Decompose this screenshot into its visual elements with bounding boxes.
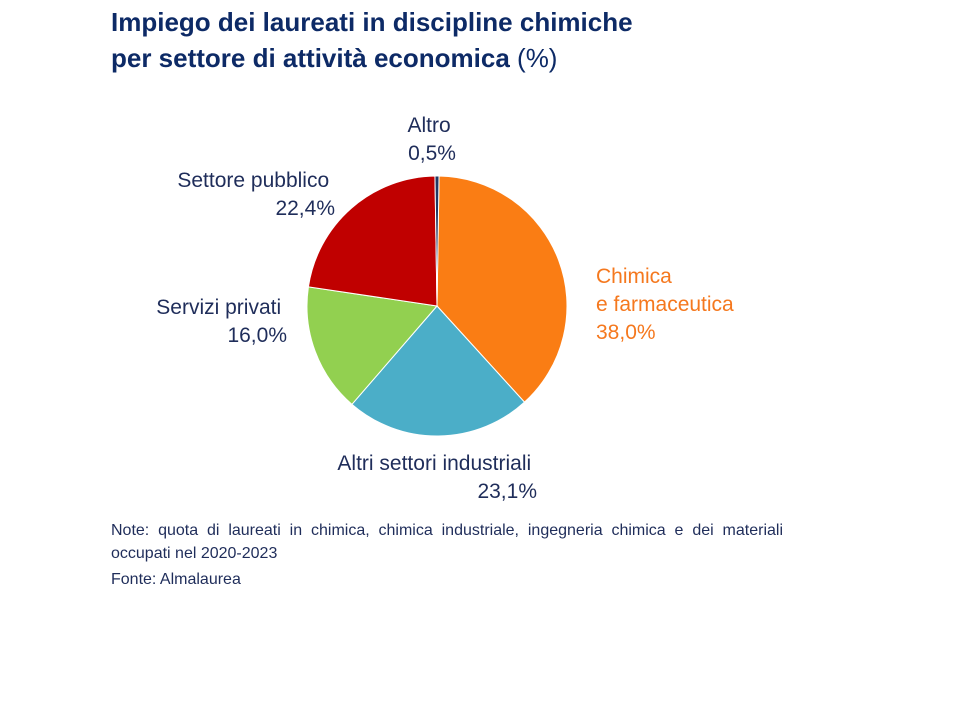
slice-value-chimica: 38,0% (596, 321, 656, 344)
slice-label-settore-pubblico-line-1: Settore pubblico (177, 169, 329, 192)
pie-slice-altro (434, 175, 440, 307)
slice-value-altro: 0,5% (408, 142, 456, 165)
slice-value-settore-pubblico: 22,4% (275, 197, 335, 220)
pie-slices (306, 175, 568, 437)
slice-label-altri-settori-line-1: Altri settori industriali (337, 452, 531, 475)
slice-label-altri-settori: Altri settori industriali 23,1% (337, 452, 537, 503)
slice-label-chimica-line-2: e farmaceutica (596, 293, 734, 316)
title-line-1: Impiego dei laureati in discipline chimi… (111, 7, 633, 37)
chart-title: Impiego dei laureati in discipline chimi… (111, 4, 811, 76)
slice-label-chimica-line-1: Chimica (596, 265, 672, 288)
chart-source: Fonte: Almalaurea (111, 571, 241, 588)
pie-slice-chimica (436, 175, 568, 403)
slice-label-altro: Altro 0,5% (407, 114, 456, 165)
pie-slice-servizi-privati (306, 286, 438, 406)
slice-label-settore-pubblico: Settore pubblico 22,4% (177, 169, 335, 220)
slice-label-chimica: Chimica e farmaceutica 38,0% (596, 265, 740, 344)
slice-label-altro-line-1: Altro (407, 114, 450, 137)
chart-notes: Note: quota di laureati in chimica, chim… (111, 522, 783, 562)
slice-label-servizi-privati: Servizi privati 16,0% (156, 296, 287, 347)
slice-value-altri-settori: 23,1% (477, 480, 537, 503)
slice-label-servizi-privati-line-1: Servizi privati (156, 296, 281, 319)
slice-value-servizi-privati: 16,0% (227, 324, 287, 347)
title-line-2: per settore di attività economica (111, 43, 510, 73)
title-unit: (%) (517, 43, 558, 73)
pie-slice-settore-pubblico (307, 175, 438, 307)
pie-slice-altri-settori (351, 305, 526, 437)
